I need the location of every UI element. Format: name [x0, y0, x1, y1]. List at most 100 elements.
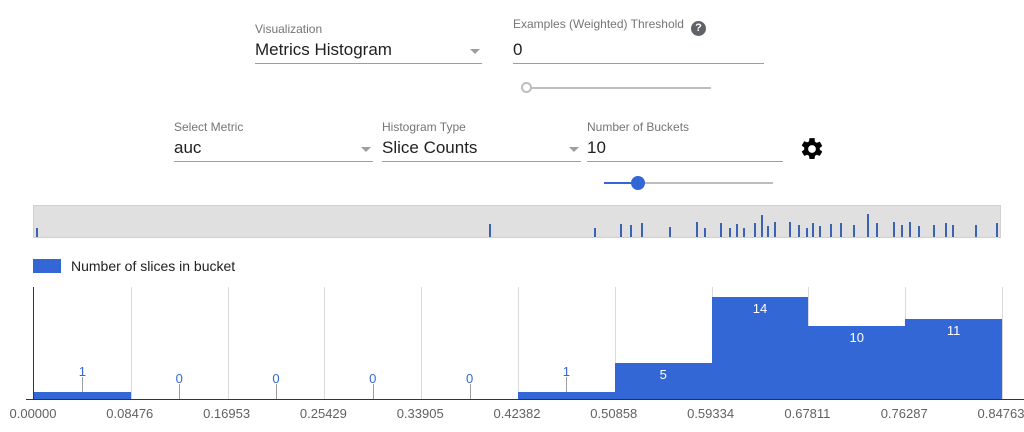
- histogram-type-value: Slice Counts: [382, 138, 478, 157]
- histogram-bar[interactable]: [614, 362, 712, 399]
- label-leader-line: [469, 384, 471, 399]
- threshold-slider-thumb[interactable]: [521, 82, 532, 93]
- select-metric-select[interactable]: auc: [174, 134, 373, 162]
- histogram-type-select[interactable]: Slice Counts: [382, 134, 581, 162]
- overview-spike: [819, 225, 822, 237]
- legend-label: Number of slices in bucket: [71, 258, 236, 274]
- bar-value-label: 5: [659, 366, 667, 382]
- overview-spike: [767, 225, 770, 237]
- bar-value-label: 1: [78, 363, 87, 379]
- x-axis-line: [26, 399, 1024, 400]
- gridline: [1002, 287, 1003, 399]
- histogram-type-field[interactable]: Histogram Type Slice Counts: [382, 120, 581, 162]
- histogram-bar[interactable]: [808, 326, 906, 399]
- chevron-down-icon[interactable]: [361, 147, 371, 152]
- label-leader-line: [179, 384, 181, 399]
- overview-spike: [489, 223, 492, 237]
- settings-button[interactable]: [799, 136, 825, 162]
- threshold-slider[interactable]: [521, 81, 711, 95]
- histogram-bar[interactable]: [518, 391, 615, 399]
- overview-spike: [619, 223, 622, 237]
- overview-spike: [840, 222, 843, 237]
- overview-spike: [908, 221, 911, 237]
- overview-spike: [933, 225, 936, 237]
- histogram-bar[interactable]: [711, 297, 809, 399]
- number-of-buckets-label: Number of Buckets: [587, 120, 690, 134]
- x-tick-label: 0.00000: [9, 406, 57, 421]
- gridline: [518, 287, 519, 399]
- overview-spike: [901, 224, 904, 237]
- threshold-label: Examples (Weighted) Threshold: [513, 17, 684, 31]
- gridline: [131, 287, 132, 399]
- bar-value-label: 0: [465, 371, 474, 386]
- gridline: [228, 287, 229, 399]
- overview-spike: [773, 221, 776, 237]
- bar-value-label: 0: [175, 371, 183, 386]
- help-icon[interactable]: ?: [690, 21, 706, 36]
- label-leader-line: [372, 384, 374, 399]
- slice-overview-strip[interactable]: [33, 205, 1001, 238]
- bar-value-label: 14: [752, 301, 768, 317]
- overview-spike: [875, 223, 878, 237]
- histogram-chart[interactable]: 1 0 0 0 0 1 5 14 10 11: [26, 287, 1024, 400]
- gridline: [421, 287, 422, 399]
- bar-value-label: 0: [272, 371, 280, 386]
- histogram-bar[interactable]: [34, 391, 131, 399]
- x-tick-label: 0.67811: [784, 406, 831, 421]
- overview-spike: [753, 222, 756, 237]
- label-leader-line: [82, 376, 84, 392]
- overview-spike: [760, 214, 763, 237]
- overview-spike: [35, 227, 38, 237]
- overview-spike: [736, 223, 739, 237]
- overview-spike: [893, 222, 896, 237]
- x-tick-label: 0.42382: [493, 406, 541, 421]
- label-leader-line: [566, 376, 568, 392]
- x-tick-label: 0.50858: [590, 406, 638, 421]
- buckets-slider-thumb[interactable]: [631, 176, 645, 190]
- overview-spike: [974, 224, 977, 237]
- overview-spike: [798, 224, 801, 237]
- overview-spike: [944, 223, 947, 237]
- threshold-field[interactable]: Examples (Weighted) Threshold? 0: [513, 17, 764, 64]
- threshold-input[interactable]: 0: [513, 36, 764, 64]
- gridline: [615, 287, 616, 399]
- overview-spike: [719, 223, 722, 237]
- overview-spike: [729, 227, 732, 237]
- overview-spike: [640, 223, 643, 237]
- overview-spike: [952, 224, 955, 237]
- bar-value-label: 11: [946, 323, 961, 339]
- visualization-value: Metrics Histogram: [255, 40, 392, 59]
- overview-spike: [917, 225, 920, 237]
- plot-area[interactable]: 1 0 0 0 0 1 5 14 10 11: [26, 287, 1024, 400]
- select-metric-field[interactable]: Select Metric auc: [174, 120, 373, 162]
- visualization-select[interactable]: Metrics Histogram: [255, 36, 482, 64]
- bar-value-label: 1: [562, 363, 571, 379]
- x-tick-label: 0.59334: [687, 406, 735, 421]
- number-of-buckets-slider[interactable]: [604, 176, 773, 190]
- chevron-down-icon[interactable]: [569, 147, 579, 152]
- chart-legend: Number of slices in bucket: [33, 258, 235, 274]
- x-tick-label: 0.76287: [880, 406, 928, 421]
- x-tick-label: 0.33905: [396, 406, 444, 421]
- gridline: [324, 287, 325, 399]
- buckets-slider-track[interactable]: [604, 182, 773, 184]
- legend-swatch: [33, 259, 61, 273]
- overview-spike: [806, 227, 808, 237]
- number-of-buckets-input[interactable]: 10: [587, 134, 783, 162]
- overview-spike: [703, 227, 706, 237]
- select-metric-label: Select Metric: [174, 120, 244, 134]
- gear-icon[interactable]: [799, 136, 825, 162]
- threshold-value: 0: [513, 40, 523, 59]
- overview-spike: [593, 227, 596, 237]
- threshold-label-row: Examples (Weighted) Threshold?: [513, 17, 764, 36]
- buckets-slider-fill: [604, 182, 637, 184]
- number-of-buckets-field[interactable]: Number of Buckets 10: [587, 120, 783, 162]
- overview-spike: [742, 227, 745, 237]
- overview-spike: [812, 223, 815, 237]
- histogram-type-label: Histogram Type: [382, 120, 466, 134]
- chevron-down-icon[interactable]: [470, 49, 480, 54]
- visualization-field[interactable]: Visualization Metrics Histogram: [255, 22, 482, 64]
- bar-value-label: 0: [369, 371, 377, 386]
- threshold-slider-track[interactable]: [521, 87, 711, 89]
- histogram-bar[interactable]: [905, 319, 1002, 399]
